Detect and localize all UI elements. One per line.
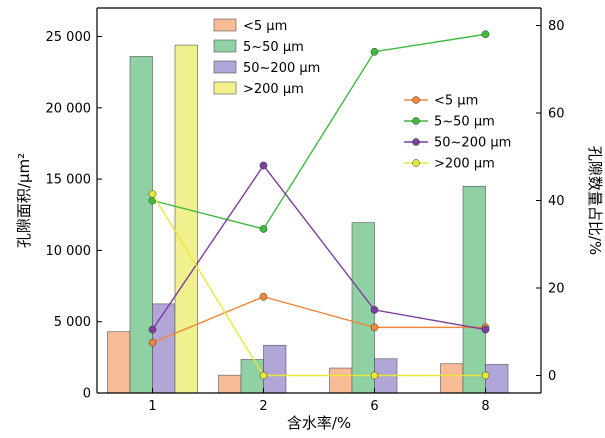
legend-line-marker (412, 117, 420, 125)
legend-bar-swatch (213, 60, 237, 74)
data-point (148, 190, 157, 198)
legend-line-label: >200 μm (434, 157, 495, 172)
legend-line-marker (412, 159, 420, 167)
y-axis-title-right: 孔隙数量占比/% (586, 146, 604, 255)
x-axis-title: 含水率/% (287, 414, 351, 432)
legend-line-label: 50~200 μm (434, 136, 511, 151)
bar (263, 344, 287, 394)
bar (485, 364, 509, 394)
x-tick-label: 2 (259, 399, 267, 414)
y-tick-label-left: 0 (83, 387, 91, 402)
bar (218, 374, 242, 394)
legend-bar-swatch (213, 81, 237, 95)
axes-layer: 0 5 000 10 000 15 000 20 000 25 000 0 20 40 60 80 1… (15, 7, 604, 432)
series-line (152, 296, 486, 344)
data-point (481, 325, 490, 334)
legend-bar-label: <5 μm (243, 19, 287, 34)
y-tick-label-left: 25 000 (46, 30, 92, 45)
series-line (151, 164, 486, 331)
data-point (259, 225, 268, 233)
y-tick-label-left: 20 000 (46, 101, 92, 116)
y-tick-label-left: 10 000 (46, 244, 92, 259)
series-line (152, 33, 486, 230)
y-tick-label-right: 0 (548, 369, 556, 384)
data-point (370, 47, 379, 56)
legend-line-label: 5~50 μm (434, 115, 495, 130)
bar (329, 367, 353, 394)
x-tick-label: 6 (370, 399, 378, 414)
data-point (148, 338, 157, 347)
bar (351, 222, 375, 394)
lines-layer (148, 30, 490, 380)
data-point (481, 371, 490, 380)
bar (440, 363, 464, 394)
data-point (370, 306, 379, 314)
data-point (370, 323, 379, 332)
legend-bar-label: 50~200 μm (243, 61, 320, 76)
data-point (259, 371, 268, 380)
y-tick-label-left: 15 000 (46, 173, 92, 188)
data-point (148, 325, 157, 334)
bar (152, 303, 176, 394)
y-tick-label-right: 40 (548, 194, 565, 209)
x-tick-label: 8 (481, 399, 489, 414)
y-tick-label-left: 5 000 (54, 315, 91, 330)
legend-line-marker (412, 138, 420, 146)
bar (174, 44, 198, 394)
series-line (151, 193, 486, 377)
legend-bar-swatch (213, 18, 237, 32)
bar (107, 331, 131, 394)
x-tick-label: 1 (148, 399, 156, 414)
y-tick-label-right: 20 (548, 282, 565, 297)
legend-bar-label: 5~50 μm (243, 40, 304, 55)
y-tick-label-right: 80 (548, 19, 565, 34)
legend-line-label: <5 μm (434, 94, 478, 109)
y-axis-title-left: 孔隙面积/μm² (15, 153, 33, 248)
data-point (481, 30, 490, 39)
bar (462, 185, 486, 394)
legend-bar-label: >200 μm (243, 82, 304, 97)
data-point (259, 161, 268, 170)
y-tick-label-right: 60 (548, 107, 565, 122)
legend-bar-swatch (213, 39, 237, 53)
data-point (370, 371, 379, 380)
legend-layer: <5 μm 5~50 μm 50~200 μm >200 μm <5 μm 5~50 μm… (213, 18, 511, 172)
data-point (259, 292, 268, 301)
legend-line-marker (412, 96, 420, 104)
